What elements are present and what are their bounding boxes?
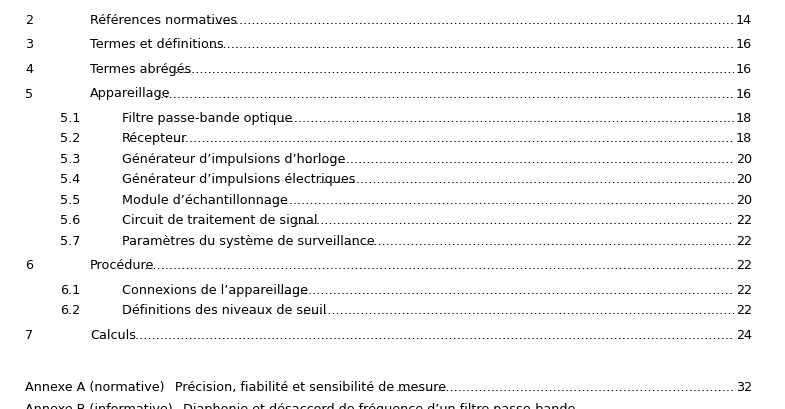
Text: 14: 14 [736,14,752,27]
Text: Générateur d’impulsions d’horloge: Générateur d’impulsions d’horloge [122,153,345,166]
Text: Annexe A (normative)  Précision, fiabilité et sensibilité de mesure: Annexe A (normative) Précision, fiabilit… [25,380,446,393]
Text: 16: 16 [736,63,752,76]
Text: 5.6: 5.6 [60,214,80,227]
Text: 20: 20 [736,193,752,207]
Text: 20: 20 [736,153,752,166]
Text: Module d’échantillonnage: Module d’échantillonnage [122,193,288,207]
Text: Paramètres du système de surveillance: Paramètres du système de surveillance [122,234,374,247]
Text: ................................................................................: ........................................… [0,38,785,52]
Text: 32: 32 [736,380,752,393]
Text: 3: 3 [25,38,33,52]
Text: 20: 20 [736,173,752,186]
Text: Termes et définitions: Termes et définitions [90,38,224,52]
Text: 6: 6 [25,259,33,272]
Text: Générateur d’impulsions électriques: Générateur d’impulsions électriques [122,173,356,186]
Text: 4: 4 [25,63,33,76]
Text: 24: 24 [736,328,752,341]
Text: 5.7: 5.7 [60,234,80,247]
Text: ................................................................................: ........................................… [0,153,785,166]
Text: Appareillage: Appareillage [90,87,170,100]
Text: 16: 16 [736,87,752,100]
Text: 18: 18 [736,112,752,125]
Text: 7: 7 [25,328,33,341]
Text: ................................................................................: ........................................… [0,214,785,227]
Text: ................................................................................: ........................................… [0,259,785,272]
Text: ................................................................................: ........................................… [0,14,785,27]
Text: ................................................................................: ........................................… [0,304,785,317]
Text: 22: 22 [736,234,752,247]
Text: 5.5: 5.5 [60,193,80,207]
Text: Calculs: Calculs [90,328,136,341]
Text: 5: 5 [25,87,33,100]
Text: Définitions des niveaux de seuil: Définitions des niveaux de seuil [122,304,327,317]
Text: 2: 2 [25,14,33,27]
Text: 5.3: 5.3 [60,153,80,166]
Text: Termes abrégés: Termes abrégés [90,63,192,76]
Text: Procédure: Procédure [90,259,155,272]
Text: 5.4: 5.4 [60,173,80,186]
Text: 22: 22 [736,283,752,296]
Text: 6.1: 6.1 [60,283,80,296]
Text: Références normatives: Références normatives [90,14,237,27]
Text: Connexions de l’appareillage: Connexions de l’appareillage [122,283,308,296]
Text: ................................................................................: ........................................… [0,283,785,296]
Text: 5.1: 5.1 [60,112,80,125]
Text: ................................................................................: ........................................… [0,132,785,145]
Text: ................................................................................: ........................................… [0,112,785,125]
Text: Filtre passe-bande optique: Filtre passe-bande optique [122,112,292,125]
Text: ................................................................................: ........................................… [0,87,785,100]
Text: ................................................................................: ........................................… [0,328,785,341]
Text: ................................................................................: ........................................… [0,193,785,207]
Text: Récepteur: Récepteur [122,132,188,145]
Text: 22: 22 [736,214,752,227]
Text: Circuit de traitement de signal: Circuit de traitement de signal [122,214,317,227]
Text: ................................................................................: ........................................… [0,173,785,186]
Text: Annexe B (informative)  Diaphonie et désaccord de fréquence d’un filtre passe-ba: Annexe B (informative) Diaphonie et désa… [25,402,575,409]
Text: 22: 22 [736,304,752,317]
Text: ................................................................................: ........................................… [0,380,785,393]
Text: ................................................................................: ........................................… [0,63,785,76]
Text: 6.2: 6.2 [60,304,80,317]
Text: ................................................................................: ........................................… [0,234,785,247]
Text: 22: 22 [736,259,752,272]
Text: 5.2: 5.2 [60,132,80,145]
Text: 16: 16 [736,38,752,52]
Text: 18: 18 [736,132,752,145]
